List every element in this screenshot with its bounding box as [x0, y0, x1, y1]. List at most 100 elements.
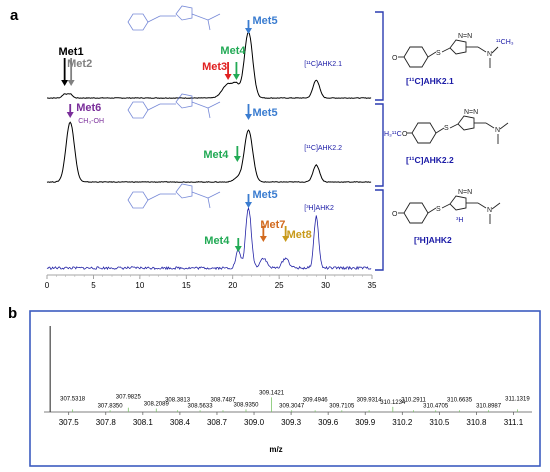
ms-x-tick-label: 310.8: [466, 418, 487, 427]
arrowhead-met5-1: [245, 28, 252, 34]
structure-ahk2-1: O S N=N N ¹¹CH₃: [392, 33, 514, 68]
ms-x-tick-label: 309.9: [355, 418, 376, 427]
compound-label-3: [³H]AHK2: [414, 235, 452, 245]
ms-peak-label: 309.7105: [329, 403, 355, 409]
ms-x-tick-label: 310.5: [429, 418, 450, 427]
ms-x-tick-label: 308.7: [207, 418, 228, 427]
label-met5-3: Met5: [253, 189, 278, 201]
ms-peak-label: 309.9314: [357, 397, 383, 403]
arrowhead-met3-1: [224, 74, 232, 80]
label-met4-2: Met4: [203, 149, 229, 161]
ms-peak-label: 310.6635: [447, 397, 473, 403]
svg-text:N: N: [487, 51, 492, 58]
x-tick-label: 25: [275, 281, 284, 290]
svg-text:N=N: N=N: [458, 33, 472, 40]
arrowhead-met4-2: [233, 156, 241, 162]
svg-text:O: O: [402, 131, 408, 138]
ms-x-tick-label: 309.6: [318, 418, 339, 427]
ms-x-tick-label: 311.1: [504, 418, 524, 427]
ms-peak-label: 309.3047: [279, 403, 305, 409]
bracket-2: [375, 103, 384, 187]
x-tick-label: 20: [228, 281, 237, 290]
x-tick-label: 0: [45, 281, 50, 290]
ms-peak-label: 309.4946: [303, 397, 329, 403]
svg-text:N=N: N=N: [458, 189, 472, 196]
arrowhead-met5-3: [245, 202, 252, 208]
ms-peak-label: 310.1234: [380, 400, 406, 406]
arrowhead-met5-2: [245, 114, 252, 120]
label-met8-3: Met8: [287, 229, 312, 241]
trace-structure-1: [127, 5, 221, 31]
structure-ahk2: O S N=N ³H N: [392, 189, 501, 224]
label-h3-11c: H₃¹¹C: [384, 131, 402, 138]
compound-label-2: [¹¹C]AHK2.2: [406, 155, 454, 165]
trace-structure-3: [127, 183, 221, 209]
ms-peak-label: 308.5633: [188, 403, 214, 409]
ms-x-tick-label: 307.5: [59, 418, 80, 427]
trace-label-2: [¹¹C]AHK2.2: [304, 145, 342, 152]
ms-peak-label: 310.2911: [401, 397, 426, 403]
compound-brackets: [375, 11, 384, 271]
trace-structure-2: [127, 93, 221, 119]
ms-peak-label: 310.4705: [423, 403, 449, 409]
panel-a-letter: a: [10, 7, 19, 24]
panel-b-frame: [29, 310, 541, 467]
svg-text:N=N: N=N: [464, 109, 478, 116]
svg-text:N: N: [487, 207, 492, 214]
svg-text:O: O: [392, 211, 398, 218]
trace-label-3: [³H]AHK2: [304, 205, 334, 212]
label-met3-1: Met3: [202, 61, 227, 73]
ms-x-tick-label: 309.0: [244, 418, 265, 427]
label-met5-2: Met5: [253, 107, 278, 119]
x-tick-label: 30: [321, 281, 330, 290]
ms-peak-label: 307.5318: [60, 396, 86, 402]
ms-peak-label: 308.2089: [144, 402, 170, 408]
trace-line-3: [46, 206, 372, 271]
ms-peak-label: 307.9825: [116, 395, 142, 401]
svg-text:S: S: [436, 50, 441, 57]
annotation-ch3oh: CH₃-OH: [78, 118, 104, 125]
arrowhead-met2-1: [67, 80, 75, 86]
label-met1-1: Met1: [59, 46, 84, 58]
bracket-3: [375, 189, 384, 271]
label-met4-3: Met4: [204, 235, 230, 247]
label-tritium: ³H: [456, 217, 463, 224]
ms-x-tick-label: 308.4: [170, 418, 191, 427]
label-met7-3: Met7: [260, 219, 285, 231]
bracket-1: [375, 11, 384, 101]
arrowhead-met8-3: [282, 236, 290, 242]
arrowhead-met4-3: [234, 246, 242, 252]
ms-peak-label: 308.9350: [233, 402, 259, 408]
label-met4-1: Met4: [220, 45, 246, 57]
trace-label-1: [¹¹C]AHK2.1: [304, 61, 342, 68]
trace-line-2: [46, 121, 372, 183]
svg-text:O: O: [392, 55, 398, 62]
ms-peak-label: 310.8987: [476, 403, 502, 409]
ms-x-tick-label: 309.3: [281, 418, 302, 427]
mass-spectrum-panel: 307.5318 307.8350 307.9825308.2089308.3813…: [44, 326, 532, 427]
svg-text:S: S: [444, 125, 449, 132]
ms-x-tick-label: 308.1: [133, 418, 154, 427]
label-11ch3: ¹¹CH₃: [496, 39, 514, 46]
ms-peak-label: 309.1421: [259, 390, 285, 396]
x-tick-label: 5: [91, 281, 96, 290]
ms-x-tick-label: 307.8: [96, 418, 117, 427]
panel-b-letter: b: [8, 305, 17, 322]
label-met5-1: Met5: [253, 15, 278, 27]
arrowhead-met7-3: [259, 236, 267, 242]
label-met2-1: Met2: [67, 58, 92, 70]
arrowhead-met6-2: [66, 112, 74, 118]
x-tick-label: 15: [182, 281, 191, 290]
ms-peak-label: 308.7487: [210, 397, 236, 403]
trace-line-1: [47, 31, 372, 99]
svg-text:S: S: [436, 206, 441, 213]
ms-x-tick-label: 310.2: [392, 418, 413, 427]
svg-text:N: N: [495, 127, 500, 134]
ms-peak-label: 307.8350: [98, 403, 124, 409]
label-met6-2: Met6: [76, 102, 101, 114]
ms-peak-label: 311.1319: [505, 396, 530, 402]
compound-label-1: [¹¹C]AHK2.1: [406, 76, 454, 86]
arrowhead-met4-1: [232, 74, 240, 80]
